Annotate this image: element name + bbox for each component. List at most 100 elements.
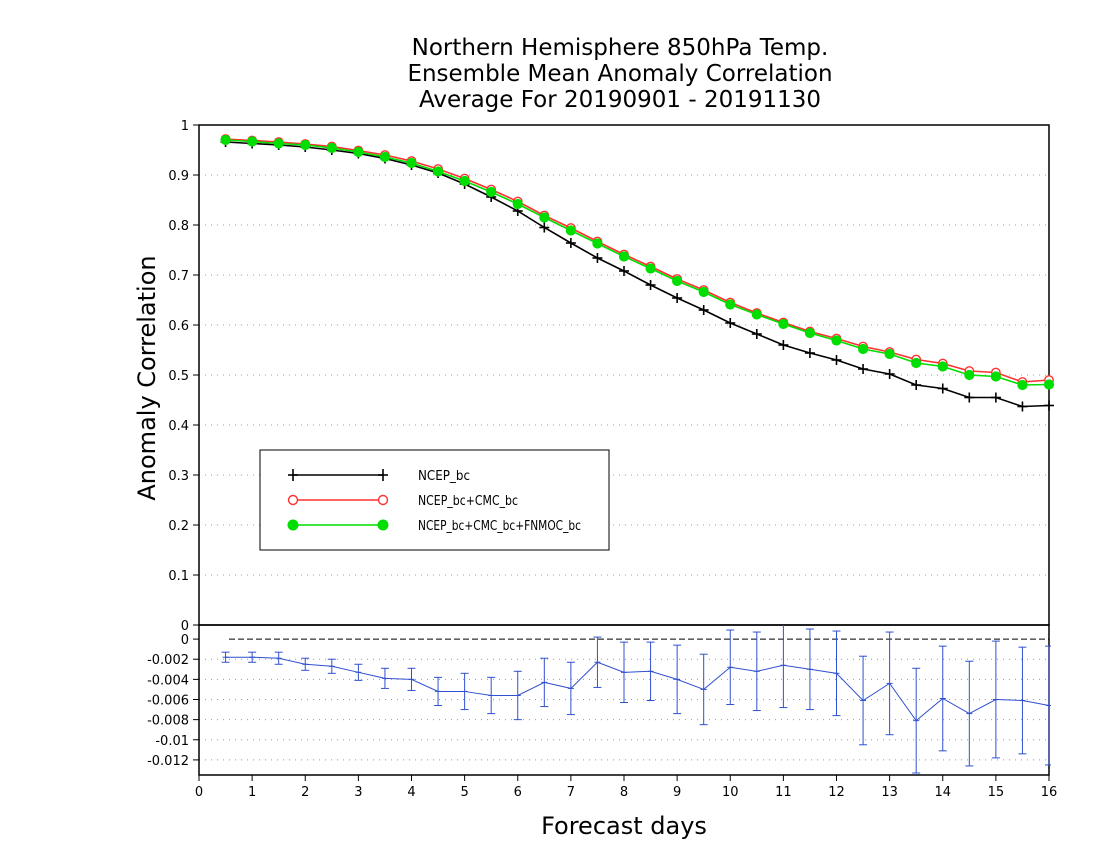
data-point-filled bbox=[804, 327, 816, 339]
data-point-filled bbox=[220, 134, 231, 146]
legend-label-1: NCEP_bc+CMC_bc bbox=[418, 494, 518, 509]
data-point-filled bbox=[326, 142, 337, 154]
diff-series-line bbox=[225, 656, 1050, 722]
y-tick-label-bottom: -0.01 bbox=[155, 734, 189, 749]
legend-marker-open bbox=[287, 494, 299, 506]
data-point-filled bbox=[911, 357, 922, 369]
data-point-plus bbox=[698, 305, 709, 315]
y-tick-label-top: 0.6 bbox=[168, 319, 189, 334]
data-point-plus bbox=[645, 280, 656, 290]
data-point-filled bbox=[884, 348, 895, 360]
data-point-plus bbox=[990, 392, 1001, 403]
y-tick-label-bottom: -0.006 bbox=[147, 693, 189, 708]
data-point-filled bbox=[831, 335, 842, 346]
data-point-plus bbox=[911, 380, 922, 390]
legend-label-2: NCEP_bc+CMC_bc+FNMOC_bc bbox=[418, 519, 581, 534]
data-point-filled bbox=[751, 309, 762, 320]
x-tick-label: 15 bbox=[988, 785, 1005, 800]
series-line-0 bbox=[225, 141, 1050, 408]
chart-title-line-3: Average For 20190901 - 20191130 bbox=[418, 87, 822, 113]
data-point-plus bbox=[725, 318, 736, 328]
x-tick-label: 3 bbox=[354, 785, 362, 800]
data-point-plus bbox=[565, 238, 576, 248]
data-point-filled bbox=[725, 299, 736, 310]
y-tick-label-top: 0.1 bbox=[168, 569, 189, 584]
data-point-filled bbox=[512, 198, 523, 210]
x-tick-label: 16 bbox=[1041, 785, 1058, 800]
x-tick-label: 1 bbox=[248, 785, 256, 800]
data-point-plus bbox=[751, 329, 762, 339]
data-point-plus bbox=[858, 364, 869, 374]
data-point-plus bbox=[1044, 400, 1054, 411]
x-tick-label: 7 bbox=[567, 785, 575, 800]
legend-label-0: NCEP_bc bbox=[418, 469, 470, 484]
x-tick-label: 12 bbox=[828, 785, 845, 800]
data-point-filled bbox=[592, 238, 603, 249]
data-point-filled bbox=[247, 136, 258, 147]
y-tick-label-bottom: 0 bbox=[181, 633, 189, 648]
y-tick-label-top: 0.9 bbox=[168, 169, 189, 184]
data-point-filled bbox=[964, 369, 975, 381]
data-point-plus bbox=[619, 266, 629, 276]
y-tick-label-top: 0.2 bbox=[168, 519, 189, 534]
legend-marker-open bbox=[377, 494, 389, 506]
data-point-plus bbox=[964, 392, 975, 403]
x-tick-label: 10 bbox=[722, 785, 739, 800]
x-tick-label: 14 bbox=[934, 785, 951, 800]
diff-series-group bbox=[221, 625, 1051, 774]
y-axis-label: Anomaly Correlation bbox=[133, 255, 161, 501]
legend-marker-filled bbox=[287, 519, 299, 531]
y-tick-label-top: 0.5 bbox=[168, 369, 189, 384]
data-point-plus bbox=[884, 369, 895, 379]
data-point-filled bbox=[937, 361, 948, 372]
data-point-plus bbox=[672, 293, 683, 303]
x-tick-label: 13 bbox=[881, 785, 898, 800]
x-tick-label: 11 bbox=[775, 785, 792, 800]
x-tick-label: 0 bbox=[195, 785, 203, 800]
x-tick-label: 4 bbox=[407, 785, 415, 800]
y-tick-label-top: 1 bbox=[181, 119, 189, 134]
y-tick-label-bottom: -0.004 bbox=[147, 673, 189, 688]
x-axis-label: Forecast days bbox=[541, 812, 707, 840]
data-point-filled bbox=[1043, 379, 1055, 390]
data-point-filled bbox=[300, 139, 311, 151]
legend-marker-filled bbox=[377, 519, 389, 531]
data-point-filled bbox=[990, 371, 1001, 382]
data-point-filled bbox=[273, 138, 284, 149]
data-point-plus bbox=[592, 253, 603, 263]
x-tick-label: 6 bbox=[514, 785, 522, 800]
x-tick-label: 2 bbox=[301, 785, 309, 800]
y-tick-label-bottom: -0.008 bbox=[147, 714, 189, 729]
chart-title-line-1: Northern Hemisphere 850hPa Temp. bbox=[411, 35, 829, 61]
y-tick-label-top: 0.7 bbox=[168, 269, 189, 284]
y-tick-label-top: 0.3 bbox=[168, 469, 189, 484]
data-point-filled bbox=[379, 151, 391, 163]
data-point-filled bbox=[778, 318, 789, 330]
data-point-filled bbox=[539, 212, 550, 223]
data-point-filled bbox=[565, 225, 576, 236]
data-point-filled bbox=[406, 157, 417, 169]
y-tick-label-bottom: -0.002 bbox=[147, 653, 189, 668]
chart-title-line-2: Ensemble Mean Anomaly Correlation bbox=[407, 61, 833, 87]
data-point-filled bbox=[672, 275, 683, 287]
data-point-filled bbox=[432, 166, 444, 177]
y-tick-label-top: 0.4 bbox=[168, 419, 189, 434]
data-point-filled bbox=[618, 251, 630, 262]
x-tick-label: 5 bbox=[460, 785, 468, 800]
data-point-plus bbox=[539, 222, 550, 233]
data-point-filled bbox=[857, 343, 869, 355]
data-point-filled bbox=[353, 146, 364, 158]
data-point-filled bbox=[698, 286, 709, 298]
data-point-filled bbox=[645, 263, 656, 274]
data-point-filled bbox=[1017, 379, 1028, 391]
x-tick-label: 8 bbox=[620, 785, 628, 800]
y-tick-label-bottom: -0.012 bbox=[147, 754, 189, 769]
data-point-plus bbox=[937, 383, 948, 394]
y-tick-label-top: 0.8 bbox=[168, 219, 189, 234]
data-point-plus bbox=[831, 355, 842, 365]
y-tick-label-top: 0 bbox=[181, 619, 189, 634]
data-point-filled bbox=[459, 175, 470, 187]
data-point-plus bbox=[778, 340, 789, 350]
x-tick-label: 9 bbox=[673, 785, 681, 800]
